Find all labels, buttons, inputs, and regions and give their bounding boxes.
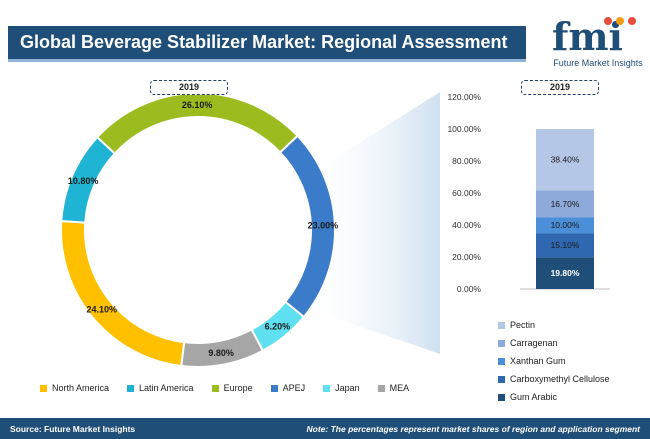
bar-segment-gum-arabic bbox=[536, 257, 594, 289]
legend-label: Europe bbox=[223, 383, 253, 393]
logo-mark-text: fmi bbox=[552, 14, 623, 56]
title-banner: Global Beverage Stabilizer Market: Regio… bbox=[8, 26, 526, 62]
legend-swatch bbox=[40, 384, 47, 392]
y-tick-label: 40.00% bbox=[452, 220, 481, 230]
legend-label: Carboxymethyl Cellulose bbox=[510, 374, 610, 384]
donut-label-europe: 26.10% bbox=[182, 100, 213, 110]
bar-segment-xanthan-gum bbox=[536, 217, 594, 234]
legend-label: Xanthan Gum bbox=[510, 356, 566, 366]
bar-label-xanthan-gum: 10.00% bbox=[551, 220, 580, 230]
note-text: Note: The percentages represent market s… bbox=[306, 423, 640, 434]
legend-item-carragenan: Carragenan bbox=[498, 334, 648, 352]
fmi-logo-mark: fmi bbox=[552, 14, 636, 56]
legend-item-north-america: North America bbox=[40, 383, 109, 393]
year-tag-left: 2019 bbox=[150, 80, 228, 95]
donut-slice-mea bbox=[180, 328, 265, 368]
bar-segment-carboxymethyl-cellulose bbox=[536, 233, 594, 258]
legend-item-gum-arabic: Gum Arabic bbox=[498, 388, 648, 406]
legend-swatch bbox=[498, 321, 505, 329]
legend-label: MEA bbox=[389, 383, 410, 393]
source-text: Source: Future Market Insights bbox=[10, 423, 136, 434]
callout-beam bbox=[300, 92, 440, 354]
bar-segment-carragenan bbox=[536, 190, 594, 218]
legend-label: Carragenan bbox=[510, 338, 558, 348]
bar-label-carragenan: 16.70% bbox=[551, 199, 580, 209]
bar-label-pectin: 38.40% bbox=[551, 155, 580, 165]
y-tick-label: 80.00% bbox=[452, 156, 481, 166]
donut-chart: 24.10% 10.80% 26.10% 23.00% 6.20% 9.80% bbox=[60, 92, 339, 368]
legend-label: APEJ bbox=[282, 383, 306, 393]
legend-label: North America bbox=[52, 383, 110, 393]
page-title: Global Beverage Stabilizer Market: Regio… bbox=[20, 32, 508, 52]
legend-swatch bbox=[377, 384, 385, 392]
legend-item-xanthan-gum: Xanthan Gum bbox=[498, 352, 648, 370]
y-tick-label: 120.00% bbox=[447, 92, 481, 102]
application-legend: Pectin Carragenan Xanthan Gum Carboxymet… bbox=[498, 316, 648, 406]
y-tick-label: 60.00% bbox=[452, 188, 481, 198]
year-tag-right: 2019 bbox=[521, 80, 599, 95]
legend-swatch bbox=[270, 384, 278, 392]
donut-label-japan: 6.20% bbox=[265, 322, 291, 332]
legend-swatch bbox=[498, 393, 505, 401]
legend-item-pectin: Pectin bbox=[498, 316, 648, 334]
legend-swatch bbox=[498, 339, 505, 347]
region-legend: North America Latin America Europe APEJ … bbox=[40, 381, 440, 395]
bar-segment-pectin bbox=[536, 129, 594, 191]
legend-item-latin-america: Latin America bbox=[127, 383, 194, 393]
legend-label: Pectin bbox=[510, 320, 536, 330]
donut-label-mea: 9.80% bbox=[208, 348, 234, 358]
legend-label: Japan bbox=[335, 383, 360, 393]
legend-item-apej: APEJ bbox=[270, 383, 306, 393]
donut-slice-north-america bbox=[60, 219, 186, 368]
footer-bar: Source: Future Market Insights Note: The… bbox=[0, 418, 650, 439]
logo-subtitle: Future Market Insights bbox=[553, 58, 643, 68]
bar-label-carboxymethyl-cellulose: 15.10% bbox=[551, 240, 580, 250]
donut-label-apej: 23.00% bbox=[308, 221, 339, 231]
legend-swatch bbox=[498, 375, 505, 383]
fmi-logo: fmi Future Market Insights bbox=[548, 14, 648, 72]
stacked-bar-chart: 0.00% 20.00% 40.00% 60.00% 80.00% 100.00% 120.… bbox=[447, 92, 610, 294]
legend-swatch bbox=[498, 357, 505, 365]
legend-item-japan: Japan bbox=[323, 383, 360, 393]
legend-swatch bbox=[127, 384, 135, 392]
bar-label-gum-arabic: 19.80% bbox=[551, 268, 580, 278]
legend-swatch bbox=[211, 384, 219, 392]
donut-label-latin-america: 10.80% bbox=[68, 176, 99, 186]
legend-swatch bbox=[323, 384, 331, 392]
legend-label: Latin America bbox=[139, 383, 194, 393]
legend-item-mea: MEA bbox=[377, 383, 410, 393]
legend-label: Gum Arabic bbox=[510, 392, 558, 402]
y-tick-label: 0.00% bbox=[457, 284, 482, 294]
legend-item-carboxymethyl-cellulose: Carboxymethyl Cellulose bbox=[498, 370, 648, 388]
legend-item-europe: Europe bbox=[211, 383, 253, 393]
y-tick-label: 100.00% bbox=[447, 124, 481, 134]
donut-label-north-america: 24.10% bbox=[86, 305, 117, 315]
y-tick-label: 20.00% bbox=[452, 252, 481, 262]
